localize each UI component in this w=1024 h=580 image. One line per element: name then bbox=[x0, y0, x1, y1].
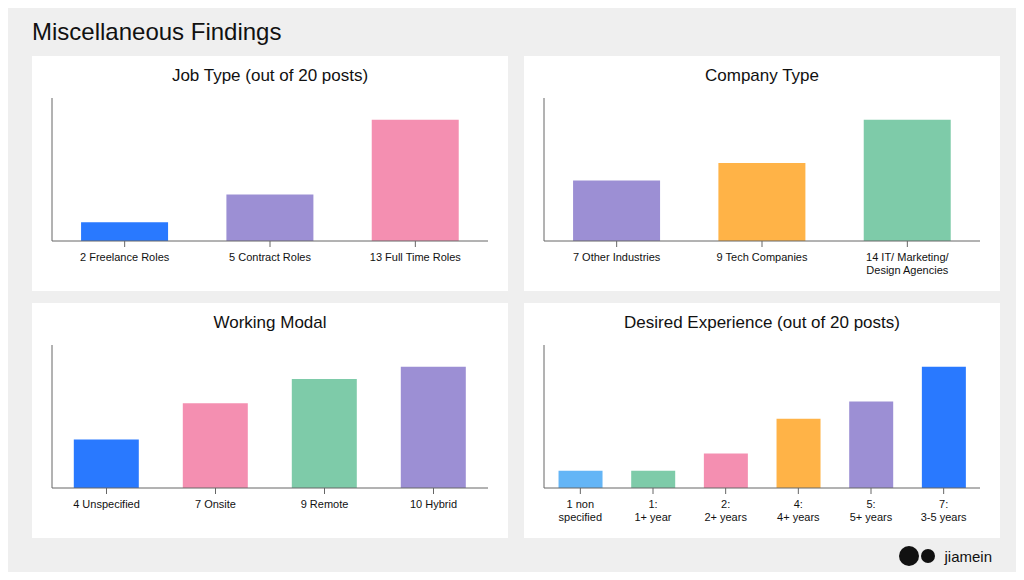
svg-text:7 Onsite: 7 Onsite bbox=[195, 498, 236, 510]
svg-text:14 IT/ Marketing/Design Agenci: 14 IT/ Marketing/Design Agencies bbox=[866, 251, 949, 276]
html-text:Working Modal: Working Modal bbox=[213, 313, 327, 332]
svg-text:4 Unspecified: 4 Unspecified bbox=[73, 498, 140, 510]
svg-text:13 Full Time Roles: 13 Full Time Roles bbox=[370, 251, 462, 263]
html-text:Miscellaneous Findings: Miscellaneous Findings bbox=[32, 18, 282, 45]
html-text:Desired Experience (out of 20: Desired Experience (out of 20 posts) bbox=[624, 313, 900, 332]
svg-text:9 Tech Companies: 9 Tech Companies bbox=[717, 251, 808, 263]
svg-text:10 Hybrid: 10 Hybrid bbox=[410, 498, 457, 510]
svg-text:4:4+ years: 4:4+ years bbox=[777, 498, 820, 523]
svg-text:1:1+ year: 1:1+ year bbox=[635, 498, 672, 523]
svg-text:1 nonspecified: 1 nonspecified bbox=[559, 498, 602, 523]
svg-text:5:5+ years: 5:5+ years bbox=[850, 498, 893, 523]
svg-text:7:3-5 years: 7:3-5 years bbox=[921, 498, 967, 523]
html-text:Company Type: Company Type bbox=[705, 66, 819, 85]
svg-text:9 Remote: 9 Remote bbox=[301, 498, 349, 510]
svg-text:2:2+ years: 2:2+ years bbox=[704, 498, 747, 523]
html-text:jiamein: jiamein bbox=[944, 547, 992, 565]
svg-text:2 Freelance Roles: 2 Freelance Roles bbox=[80, 251, 170, 263]
svg-text:5 Contract Roles: 5 Contract Roles bbox=[229, 251, 311, 263]
html-text:Job Type (out of 20 posts): Job Type (out of 20 posts) bbox=[171, 66, 369, 85]
svg-text:7 Other Industries: 7 Other Industries bbox=[573, 251, 661, 263]
